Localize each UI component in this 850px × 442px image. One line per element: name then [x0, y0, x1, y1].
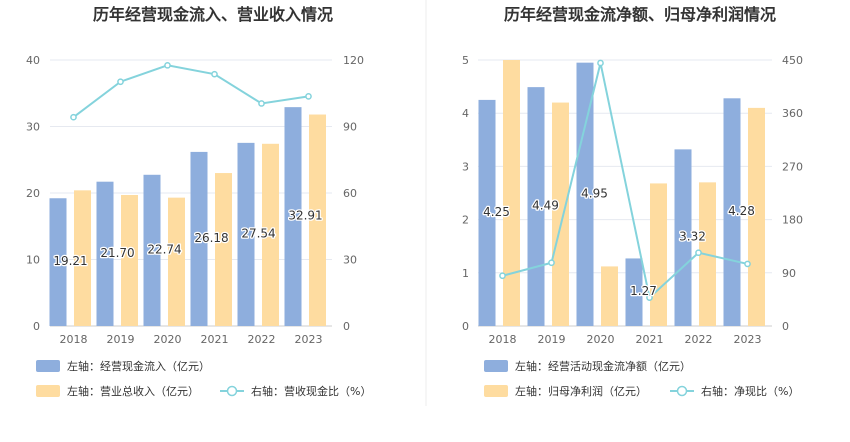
right-axis-tick-label: 30: [343, 254, 357, 267]
line-point[interactable]: [164, 61, 171, 69]
line-point[interactable]: [258, 100, 265, 107]
x-axis-tick-label: 2020: [587, 333, 615, 346]
bar-revenue[interactable]: [215, 173, 232, 326]
x-axis-tick-label: 2023: [734, 333, 762, 346]
legend-line-marker: [226, 385, 238, 397]
right-axis-tick-label: 90: [343, 121, 357, 134]
x-axis-tick-label: 2018: [60, 333, 88, 346]
bar-cash-inflow[interactable]: [143, 174, 161, 326]
bar-net-profit[interactable]: [748, 107, 765, 326]
bar-net-cash-flow[interactable]: [723, 98, 741, 326]
bar-revenue[interactable]: [262, 143, 279, 326]
legend-label[interactable]: 左轴：营业总收入（亿元）: [67, 384, 199, 398]
bar-cash-inflow[interactable]: [49, 198, 67, 326]
line-point[interactable]: [499, 272, 506, 280]
left-axis-tick-label: 3: [462, 160, 469, 173]
x-axis-tick-label: 2018: [489, 333, 517, 346]
chart-title: 历年经营现金流入、营业收入情况: [93, 5, 333, 24]
right-axis-tick-label: 90: [782, 267, 796, 280]
left-axis-tick-label: 1: [462, 267, 469, 280]
bar-data-label: 32.91: [288, 209, 322, 223]
left-axis-tick-label: 40: [26, 54, 40, 67]
line-point[interactable]: [305, 93, 312, 100]
x-axis-tick-label: 2022: [248, 333, 276, 346]
right-axis-tick-label: 60: [343, 187, 357, 200]
legend-label[interactable]: 左轴：经营活动现金流净额（亿元）: [515, 359, 691, 373]
bar-cash-inflow[interactable]: [96, 181, 114, 326]
legend-label[interactable]: 右轴：净现比（%）: [701, 384, 799, 398]
bar-data-label: 26.18: [194, 231, 228, 245]
bar-net-cash-flow[interactable]: [576, 62, 594, 326]
legend-label[interactable]: 左轴：归母净利润（亿元）: [515, 384, 647, 398]
line-point[interactable]: [117, 78, 124, 86]
bar-revenue[interactable]: [168, 197, 185, 326]
left-axis-tick-label: 4: [462, 107, 469, 120]
bar-net-profit[interactable]: [650, 183, 667, 326]
right-axis-tick-label: 180: [782, 214, 803, 227]
left-axis-tick-label: 30: [26, 121, 40, 134]
right-axis-tick-label: 450: [782, 54, 803, 67]
bar-data-label: 21.70: [100, 246, 134, 260]
bar-data-label: 3.32: [679, 230, 706, 244]
legend-line-marker: [676, 385, 688, 397]
left-axis-tick-label: 20: [26, 187, 40, 200]
bar-cash-inflow[interactable]: [237, 142, 255, 326]
legend-swatch[interactable]: [36, 360, 60, 372]
right-axis-tick-label: 120: [343, 54, 364, 67]
line-point[interactable]: [695, 249, 702, 257]
bar-data-label: 4.28: [728, 204, 755, 218]
x-axis-tick-label: 2023: [295, 333, 323, 346]
x-axis-tick-label: 2019: [107, 333, 135, 346]
bar-data-label: 22.74: [147, 242, 181, 256]
left-axis-tick-label: 0: [462, 320, 469, 333]
legend-label[interactable]: 左轴：经营现金流入（亿元）: [67, 359, 210, 373]
bar-net-cash-flow[interactable]: [625, 258, 643, 326]
bar-data-label: 27.54: [241, 226, 275, 240]
right-axis-tick-label: 270: [782, 160, 803, 173]
line-point[interactable]: [597, 59, 604, 67]
bar-data-label: 19.21: [53, 254, 87, 268]
line-cash-revenue-ratio[interactable]: [72, 64, 309, 118]
x-axis-tick-label: 2021: [636, 333, 664, 346]
line-point[interactable]: [744, 260, 751, 268]
bar-data-label: 4.95: [581, 186, 608, 200]
left-axis-tick-label: 10: [26, 254, 40, 267]
x-axis-tick-label: 2021: [201, 333, 229, 346]
x-axis-tick-label: 2020: [154, 333, 182, 346]
x-axis-tick-label: 2022: [685, 333, 713, 346]
bar-revenue[interactable]: [121, 194, 138, 326]
left-axis-tick-label: 2: [462, 214, 469, 227]
legend-swatch[interactable]: [484, 360, 508, 372]
legend-swatch[interactable]: [36, 385, 60, 397]
right-axis-tick-label: 360: [782, 107, 803, 120]
bar-cash-inflow[interactable]: [190, 151, 208, 326]
bar-net-profit[interactable]: [552, 102, 569, 326]
bar-revenue[interactable]: [309, 114, 326, 326]
bar-cash-inflow[interactable]: [284, 107, 302, 326]
left-axis-tick-label: 0: [33, 320, 40, 333]
bar-data-label: 1.27: [630, 284, 657, 298]
line-net-cash-ratio[interactable]: [502, 62, 748, 300]
bar-data-label: 4.49: [532, 199, 559, 213]
line-point[interactable]: [211, 70, 218, 78]
line-point[interactable]: [646, 294, 653, 301]
bar-net-cash-flow[interactable]: [478, 99, 496, 327]
legend-label[interactable]: 右轴：营收现金比（%）: [251, 384, 371, 398]
right-axis-tick-label: 0: [343, 320, 350, 333]
line-point[interactable]: [548, 259, 555, 267]
right-axis-tick-label: 0: [782, 320, 789, 333]
chart-title: 历年经营现金流净额、归母净利润情况: [504, 5, 776, 24]
left-axis-tick-label: 5: [462, 54, 469, 67]
legend-swatch[interactable]: [484, 385, 508, 397]
bar-net-profit[interactable]: [503, 60, 520, 326]
bar-net-cash-flow[interactable]: [674, 149, 692, 326]
bar-net-profit[interactable]: [601, 266, 618, 326]
bar-data-label: 4.25: [483, 205, 510, 219]
bar-revenue[interactable]: [74, 190, 91, 326]
x-axis-tick-label: 2019: [538, 333, 566, 346]
line-point[interactable]: [70, 113, 77, 121]
